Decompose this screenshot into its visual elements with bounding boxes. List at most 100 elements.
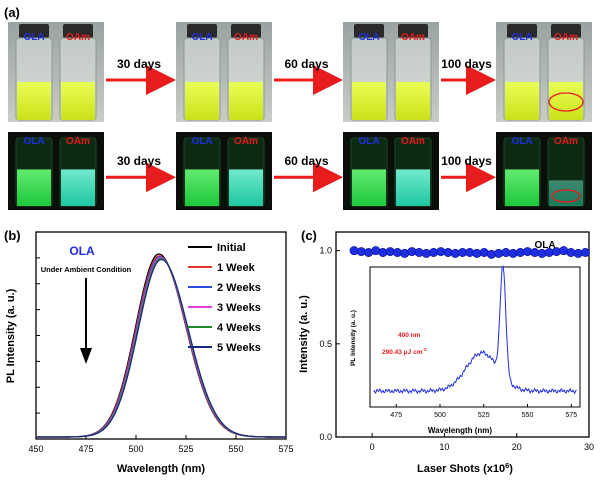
panel-b-legend: Initial 1 Week 2 Weeks 3 Weeks 4 Weeks 5 Week… — [188, 242, 261, 354]
legend-label: 4 Weeks — [217, 322, 261, 334]
time-arrow-label: 60 days — [284, 57, 328, 71]
vial-photo: OLA OAm — [496, 22, 592, 122]
inset-x-tick-label: 500 — [434, 412, 446, 419]
vial-photo: OLA OAm — [343, 22, 439, 122]
panel-c: (c) 0 10 20 30 0.0 0.5 1.0 OLA 475 500 525 550 575… — [298, 228, 594, 475]
vial-cap — [507, 24, 537, 38]
panel-b-label: (b) — [4, 228, 21, 243]
panel-b-annotation: Under Ambient Condition — [41, 265, 132, 274]
panel-c-axes: 0 10 20 30 0.0 0.5 1.0 — [319, 246, 594, 452]
photo-row-uv: OLA OAm OLA OAm OLA OAm OLA OAm 30 days 60 days 10… — [8, 132, 592, 210]
vial-label: OAm — [401, 32, 425, 43]
data-point — [580, 248, 590, 258]
panel-b-curves — [36, 253, 286, 438]
inset-xlabel: Wavelength (nm) — [428, 426, 492, 435]
time-arrow-label: 30 days — [117, 154, 161, 168]
vial-liquid — [505, 82, 539, 120]
vial-glow — [185, 169, 219, 206]
vial-cap — [19, 24, 49, 38]
time-arrow-label: 30 days — [117, 57, 161, 71]
vial-photo: OLA OAm — [8, 132, 104, 210]
panel-a: (a) OLA OAm OLA OAm OLA OAm OLA OAm 30 days 60 da… — [4, 5, 592, 210]
y-tick-label: 1.0 — [319, 246, 332, 256]
photo-row-daylight: OLA OAm OLA OAm OLA OAm OLA OAm 30 days 60 days 10… — [8, 22, 592, 122]
inset-spectrum — [373, 264, 577, 395]
inset-x-tick-label: 550 — [522, 412, 534, 419]
panel-c-points — [349, 246, 590, 259]
time-arrow-label: 100 days — [441, 154, 492, 168]
inset-annotation-fluence: 290.43 μJ cm-2 — [382, 347, 427, 356]
legend-label: Initial — [217, 242, 246, 254]
vial-cap — [231, 24, 261, 38]
x-tick-label: 550 — [228, 444, 243, 454]
legend-label: 2 Weeks — [217, 282, 261, 294]
vial-label: OLA — [511, 136, 532, 147]
vial-glow — [396, 169, 430, 206]
vial-cap — [551, 24, 581, 38]
x-tick-label: 525 — [178, 444, 193, 454]
panel-c-inset: 475 500 525 550 575 400 nm 290.43 μJ cm-2 Wa… — [350, 264, 581, 435]
highlight-circle — [551, 189, 581, 203]
vial-liquid — [352, 82, 386, 120]
vial-label: OAm — [554, 32, 578, 43]
inset-x-tick-label: 575 — [565, 412, 577, 419]
vial-label: OAm — [234, 32, 258, 43]
vial-label: OAm — [401, 136, 425, 147]
legend-label: 1 Week — [217, 262, 256, 274]
vial-photo: OLA OAm — [343, 132, 439, 210]
vial-label: OLA — [358, 136, 379, 147]
inset-annotation-wavelength: 400 nm — [398, 332, 421, 339]
panel-a-label: (a) — [4, 5, 20, 20]
vial-photo: OLA OAm — [496, 132, 592, 210]
inset-x-tick-label: 525 — [478, 412, 490, 419]
vial-label: OAm — [554, 136, 578, 147]
vial-liquid — [61, 82, 95, 120]
time-arrow-label: 60 days — [284, 154, 328, 168]
x-tick-label: 500 — [128, 444, 143, 454]
time-arrow-label: 100 days — [441, 57, 492, 71]
vial-liquid — [17, 82, 51, 120]
vial-label: OLA — [511, 32, 532, 43]
highlight-circle — [548, 92, 584, 112]
vial-label: OAm — [66, 32, 90, 43]
panel-b: (b) 450 475 500 525 550 575 OLA Under Ambient… — [4, 228, 294, 475]
vial-label: OAm — [66, 136, 90, 147]
vial-cap — [63, 24, 93, 38]
pl-curve — [36, 258, 286, 438]
x-tick-label: 475 — [78, 444, 93, 454]
y-tick-label: 0.0 — [319, 432, 332, 442]
x-tick-label: 450 — [28, 444, 43, 454]
x-tick-label: 20 — [512, 442, 522, 452]
vial-liquid — [185, 82, 219, 120]
vial-photo: OLA OAm — [176, 22, 272, 122]
vial-liquid — [396, 82, 430, 120]
panel-c-label: (c) — [301, 228, 317, 243]
x-tick-label: 575 — [278, 444, 293, 454]
vial-cap — [187, 24, 217, 38]
inset-x-tick-label: 475 — [390, 412, 402, 419]
vial-photo: OLA OAm — [8, 22, 104, 122]
down-arrow-icon — [80, 278, 92, 364]
x-tick-label: 10 — [439, 442, 449, 452]
vial-glow — [61, 169, 95, 206]
vial-glow — [229, 169, 263, 206]
vial-label: OLA — [191, 136, 212, 147]
vial-glow — [505, 169, 539, 206]
inset-axes: 475 500 525 550 575 — [373, 264, 577, 419]
vial-liquid — [549, 82, 583, 120]
legend-label: 5 Weeks — [217, 342, 261, 354]
vial-label: OAm — [234, 136, 258, 147]
inset-frame — [369, 266, 581, 408]
x-tick-label: 30 — [584, 442, 594, 452]
vial-label: OLA — [23, 136, 44, 147]
panel-b-axes: 450 475 500 525 550 575 — [28, 257, 294, 454]
y-tick-label: 0.5 — [319, 339, 332, 349]
panel-b-ylabel: PL Intensity (a. u.) — [5, 288, 17, 383]
vial-label: OLA — [358, 32, 379, 43]
panel-c-plot-frame — [335, 231, 590, 438]
panel-b-xlabel: Wavelength (nm) — [117, 463, 206, 475]
panel-c-title: OLA — [534, 240, 555, 251]
vial-cap — [398, 24, 428, 38]
vial-glow — [352, 169, 386, 206]
vial-label: OLA — [191, 32, 212, 43]
